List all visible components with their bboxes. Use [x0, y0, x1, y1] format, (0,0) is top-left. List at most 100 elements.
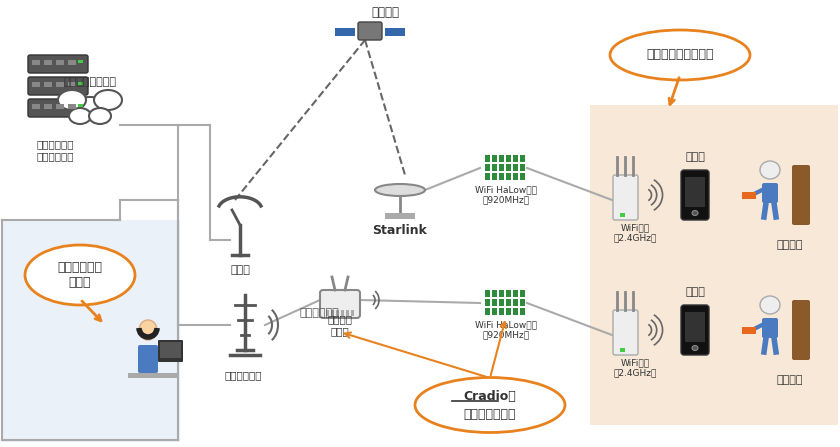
FancyBboxPatch shape	[160, 342, 181, 358]
FancyBboxPatch shape	[28, 77, 88, 95]
FancyBboxPatch shape	[513, 164, 518, 171]
FancyBboxPatch shape	[499, 155, 504, 162]
FancyBboxPatch shape	[681, 305, 709, 355]
FancyBboxPatch shape	[492, 308, 497, 315]
Text: トランシーバ
アプリ: トランシーバ アプリ	[57, 261, 102, 289]
FancyBboxPatch shape	[56, 60, 64, 65]
FancyBboxPatch shape	[492, 164, 497, 171]
Text: 衛星通信: 衛星通信	[371, 5, 399, 18]
Text: モバイル
ルータ: モバイル ルータ	[328, 314, 353, 336]
Text: WiFi通信
（2.4GHz）: WiFi通信 （2.4GHz）	[613, 224, 657, 243]
Ellipse shape	[415, 378, 565, 433]
Text: Starlink: Starlink	[373, 224, 428, 236]
Text: WiFi HaLow通信
（920MHz）: WiFi HaLow通信 （920MHz）	[475, 186, 537, 205]
Text: トランシーバアプリ: トランシーバアプリ	[646, 49, 714, 62]
FancyBboxPatch shape	[499, 173, 504, 180]
Ellipse shape	[89, 108, 111, 124]
FancyBboxPatch shape	[158, 340, 183, 362]
FancyBboxPatch shape	[499, 299, 504, 306]
Ellipse shape	[760, 161, 780, 179]
FancyBboxPatch shape	[520, 173, 525, 180]
FancyBboxPatch shape	[520, 164, 525, 171]
Ellipse shape	[25, 245, 135, 305]
FancyBboxPatch shape	[742, 192, 756, 199]
FancyBboxPatch shape	[32, 82, 40, 87]
FancyBboxPatch shape	[56, 82, 64, 87]
FancyBboxPatch shape	[485, 290, 490, 297]
FancyBboxPatch shape	[620, 213, 625, 217]
Text: WiFi HaLow通信
（920MHz）: WiFi HaLow通信 （920MHz）	[475, 320, 537, 340]
Text: スマホ: スマホ	[685, 152, 705, 162]
FancyBboxPatch shape	[358, 22, 382, 40]
FancyBboxPatch shape	[613, 175, 638, 220]
FancyBboxPatch shape	[336, 310, 339, 316]
FancyBboxPatch shape	[506, 308, 511, 315]
FancyBboxPatch shape	[28, 99, 88, 117]
Text: スマホ: スマホ	[685, 287, 705, 297]
Ellipse shape	[94, 90, 122, 110]
Text: トランシーバ
アプリサーバ: トランシーバ アプリサーバ	[36, 139, 74, 161]
Text: モバイル電波: モバイル電波	[300, 308, 339, 318]
FancyBboxPatch shape	[68, 60, 76, 65]
FancyBboxPatch shape	[506, 299, 511, 306]
FancyBboxPatch shape	[520, 299, 525, 306]
FancyBboxPatch shape	[32, 104, 40, 109]
FancyBboxPatch shape	[685, 312, 705, 342]
FancyBboxPatch shape	[44, 104, 52, 109]
FancyBboxPatch shape	[44, 82, 52, 87]
Ellipse shape	[58, 90, 86, 110]
FancyBboxPatch shape	[792, 165, 810, 225]
FancyBboxPatch shape	[32, 60, 40, 65]
FancyBboxPatch shape	[485, 173, 490, 180]
FancyBboxPatch shape	[742, 327, 756, 334]
FancyBboxPatch shape	[492, 155, 497, 162]
Text: 無線置局の導出: 無線置局の導出	[464, 409, 517, 422]
FancyBboxPatch shape	[346, 310, 349, 316]
FancyBboxPatch shape	[681, 170, 709, 220]
Text: インターネット網: インターネット網	[64, 77, 117, 87]
Text: 作業現場: 作業現場	[777, 375, 803, 385]
FancyBboxPatch shape	[485, 308, 490, 315]
Text: Cradio：: Cradio：	[464, 391, 517, 404]
FancyBboxPatch shape	[78, 104, 83, 107]
FancyBboxPatch shape	[335, 28, 355, 36]
Text: 作業現場: 作業現場	[777, 240, 803, 250]
FancyBboxPatch shape	[485, 299, 490, 306]
FancyBboxPatch shape	[341, 310, 344, 316]
FancyBboxPatch shape	[68, 104, 76, 109]
Ellipse shape	[139, 320, 157, 340]
FancyBboxPatch shape	[2, 220, 180, 442]
FancyBboxPatch shape	[792, 300, 810, 360]
FancyBboxPatch shape	[613, 310, 638, 355]
Text: WiFi通信
（2.4GHz）: WiFi通信 （2.4GHz）	[613, 358, 657, 378]
FancyBboxPatch shape	[499, 290, 504, 297]
Ellipse shape	[375, 184, 425, 196]
FancyBboxPatch shape	[78, 82, 83, 85]
FancyBboxPatch shape	[326, 310, 329, 316]
FancyBboxPatch shape	[513, 308, 518, 315]
FancyBboxPatch shape	[513, 299, 518, 306]
FancyBboxPatch shape	[351, 310, 354, 316]
FancyBboxPatch shape	[128, 373, 178, 378]
FancyBboxPatch shape	[513, 173, 518, 180]
FancyBboxPatch shape	[499, 308, 504, 315]
FancyBboxPatch shape	[520, 308, 525, 315]
FancyBboxPatch shape	[590, 105, 838, 425]
FancyBboxPatch shape	[506, 173, 511, 180]
FancyBboxPatch shape	[492, 173, 497, 180]
FancyBboxPatch shape	[520, 155, 525, 162]
FancyBboxPatch shape	[762, 318, 778, 338]
Text: ドコモ基地局: ドコモ基地局	[224, 370, 262, 380]
FancyBboxPatch shape	[138, 345, 158, 373]
FancyBboxPatch shape	[68, 82, 76, 87]
FancyBboxPatch shape	[499, 164, 504, 171]
FancyBboxPatch shape	[506, 290, 511, 297]
Ellipse shape	[760, 296, 780, 314]
FancyBboxPatch shape	[492, 299, 497, 306]
Ellipse shape	[71, 97, 109, 119]
FancyBboxPatch shape	[385, 213, 415, 219]
FancyBboxPatch shape	[78, 60, 83, 63]
FancyBboxPatch shape	[385, 28, 405, 36]
FancyBboxPatch shape	[513, 155, 518, 162]
FancyBboxPatch shape	[506, 164, 511, 171]
